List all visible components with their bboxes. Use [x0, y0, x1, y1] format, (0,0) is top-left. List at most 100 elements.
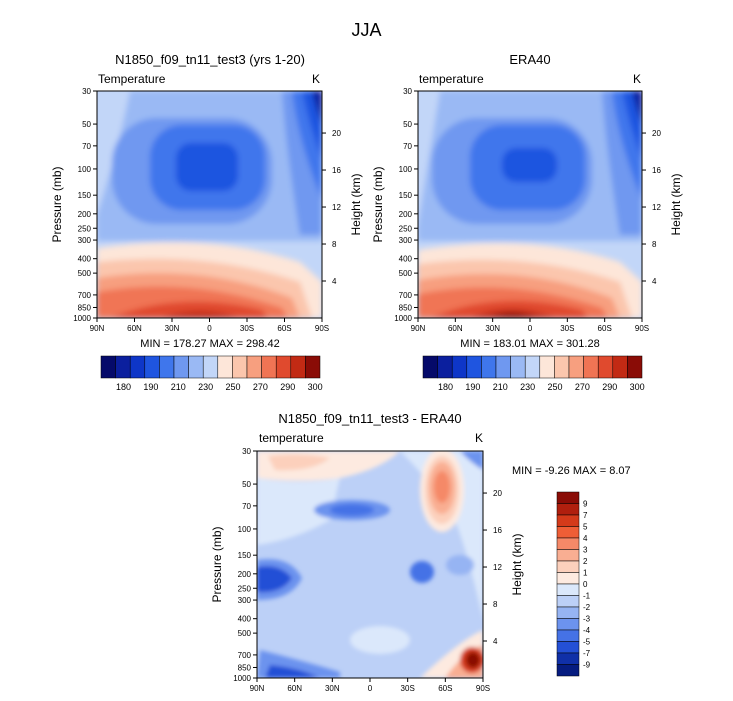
colorbar-swatch	[556, 595, 580, 608]
latitude-tick-label: 30S	[401, 684, 415, 693]
pressure-tick-label: 400	[399, 255, 413, 264]
colorbar-label: 250	[226, 382, 241, 392]
height-tick-label: 4	[652, 277, 657, 286]
colorbar-label: 0	[583, 580, 588, 589]
panel-model-units: K	[312, 72, 320, 86]
latitude-tick-label: 90S	[476, 684, 490, 693]
pressure-tick-label: 850	[399, 303, 413, 312]
pressure-tick-label: 850	[238, 663, 252, 672]
latitude-tick-label: 60S	[277, 324, 291, 333]
pressure-tick-label: 500	[399, 269, 413, 278]
height-axis-label: Height (km)	[349, 173, 363, 235]
pressure-tick-label: 500	[78, 269, 92, 278]
pressure-tick-label: 70	[242, 502, 251, 511]
pressure-tick-label: 200	[399, 210, 413, 219]
latitude-tick-label: 90N	[90, 324, 105, 333]
height-tick-label: 8	[493, 600, 498, 609]
panel-difference-title: N1850_f09_tn11_test3 - ERA40	[278, 411, 461, 426]
colorbar-swatch	[556, 549, 580, 562]
colorbar-swatch	[556, 629, 580, 642]
colorbar-label: 3	[583, 546, 588, 555]
colorbar-swatch	[556, 641, 580, 654]
pressure-tick-label: 400	[238, 615, 252, 624]
latitude-tick-label: 60N	[448, 324, 463, 333]
latitude-tick-label: 60S	[598, 324, 612, 333]
colorbar-label: 300	[630, 382, 645, 392]
pressure-axis-label: Pressure (mb)	[210, 526, 224, 602]
pressure-tick-label: 100	[399, 165, 413, 174]
colorbar-label: -4	[583, 626, 591, 635]
colorbar-swatch	[556, 560, 580, 573]
pressure-tick-label: 50	[242, 480, 251, 489]
colorbar-swatch	[556, 491, 580, 504]
colorbar-swatch	[495, 355, 511, 379]
colorbar-label: 180	[116, 382, 131, 392]
panel-model-summary: MIN = 178.27 MAX = 298.42	[140, 338, 279, 350]
panel-difference-field	[257, 451, 483, 678]
panel-era40-axes: 30 50 70 100 150 200 250 300 400 500 700 850 1000 20 1…	[371, 87, 683, 333]
height-tick-label: 20	[652, 129, 661, 138]
colorbar-label: -9	[583, 661, 591, 670]
height-tick-label: 4	[493, 637, 498, 646]
colorbar-swatch	[275, 355, 292, 379]
height-tick-label: 12	[652, 203, 661, 212]
panel-era40-field	[418, 91, 642, 318]
colorbar-swatch	[510, 355, 526, 379]
pressure-tick-label: 250	[399, 224, 413, 233]
colorbar-swatch	[173, 355, 189, 379]
colorbar-swatch	[232, 355, 248, 379]
colorbar-swatch	[568, 355, 584, 379]
colorbar-swatch	[246, 355, 262, 379]
panel-era40-colorbar: 180 190 210 230 250 270 290 300	[422, 355, 645, 392]
colorbar-swatch	[451, 355, 468, 379]
latitude-tick-label: 30S	[560, 324, 574, 333]
panel-model-axes: 30 50 70 100 150 200 250 300 400 500 700 850 1000 20 1…	[50, 87, 363, 333]
latitude-tick-label: 30N	[165, 324, 180, 333]
panel-difference-summary: MIN = -9.26 MAX = 8.07	[512, 465, 631, 477]
colorbar-label: 270	[575, 382, 590, 392]
height-tick-label: 16	[332, 166, 341, 175]
colorbar-label: 4	[583, 534, 588, 543]
pressure-tick-label: 400	[78, 255, 92, 264]
colorbar-swatch	[612, 355, 628, 379]
latitude-tick-label: 0	[528, 324, 533, 333]
colorbar-label: 210	[171, 382, 186, 392]
colorbar-swatch	[422, 355, 438, 379]
pressure-tick-label: 50	[82, 120, 91, 129]
height-axis-label: Height (km)	[669, 173, 683, 235]
colorbar-swatch	[556, 503, 580, 516]
colorbar-swatch	[188, 355, 204, 379]
pressure-tick-label: 30	[403, 87, 412, 96]
pressure-tick-label: 100	[78, 165, 92, 174]
height-tick-label: 8	[652, 240, 657, 249]
pressure-tick-label: 70	[82, 142, 91, 151]
pressure-tick-label: 250	[78, 224, 92, 233]
panel-model-colorbar: 180 190 210 230 250 270 290 300	[100, 355, 323, 392]
colorbar-swatch	[556, 664, 580, 677]
pressure-tick-label: 300	[238, 596, 252, 605]
colorbar-label: 5	[583, 523, 588, 532]
height-axis-label: Height (km)	[510, 533, 524, 595]
pressure-axis-label: Pressure (mb)	[371, 166, 385, 242]
colorbar-swatch	[217, 355, 233, 379]
colorbar-swatch	[583, 355, 599, 379]
colorbar-label: 1	[583, 569, 588, 578]
pressure-tick-label: 150	[238, 551, 252, 560]
colorbar-swatch	[556, 514, 580, 527]
colorbar-swatch	[100, 355, 116, 379]
panel-difference-left-label: temperature	[259, 431, 324, 445]
height-tick-label: 12	[332, 203, 341, 212]
pressure-tick-label: 700	[78, 291, 92, 300]
pressure-tick-label: 300	[78, 236, 92, 245]
colorbar-swatch	[202, 355, 219, 379]
height-tick-label: 12	[493, 563, 502, 572]
latitude-tick-label: 60N	[127, 324, 142, 333]
colorbar-swatch	[539, 355, 555, 379]
pressure-tick-label: 200	[238, 570, 252, 579]
colorbar-label: 7	[583, 511, 588, 520]
colorbar-label: -5	[583, 638, 591, 647]
pressure-tick-label: 100	[238, 525, 252, 534]
pressure-tick-label: 50	[403, 120, 412, 129]
pressure-tick-label: 1000	[73, 314, 91, 323]
colorbar-swatch	[159, 355, 175, 379]
